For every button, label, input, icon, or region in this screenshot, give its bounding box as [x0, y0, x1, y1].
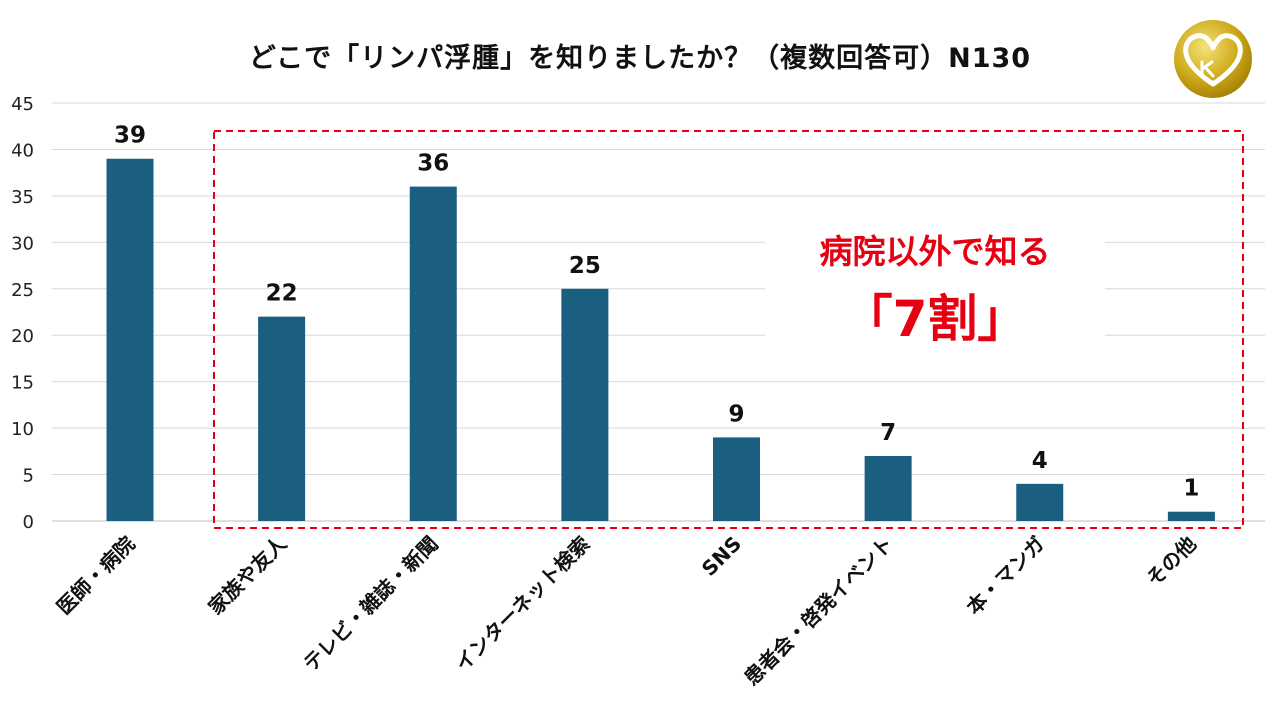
bar	[561, 288, 609, 521]
y-tick-label: 0	[23, 512, 34, 533]
x-tick-label: SNS	[697, 532, 746, 581]
y-tick-label: 10	[11, 419, 34, 440]
chart-title: どこで「リンパ浮腫」を知りましたか？（複数回答可）N130	[248, 43, 1032, 74]
y-tick-label: 20	[11, 326, 34, 347]
y-tick-label: 45	[11, 94, 34, 115]
bar	[258, 316, 306, 521]
y-tick-label: 25	[11, 280, 34, 301]
x-tick-label: テレビ・雑誌・新聞	[299, 532, 443, 676]
data-label: 22	[266, 281, 298, 307]
data-label: 7	[880, 420, 896, 446]
callout: 病院以外で知る 「7割」	[765, 215, 1105, 348]
data-labels: 39 22 36 25 9 7 4 1	[114, 123, 1199, 502]
x-tick-label: その他	[1142, 532, 1201, 591]
data-label: 1	[1183, 476, 1199, 502]
x-axis-labels: 医師・病院 家族や友人 テレビ・雑誌・新聞 インターネット検索 SNS患者会・啓発イベン…	[52, 531, 1201, 690]
bar	[409, 186, 457, 521]
bar	[1167, 511, 1215, 521]
y-tick-label: 40	[11, 140, 34, 161]
highlight-box	[213, 130, 1244, 529]
x-tick-label: 本・マンガ	[962, 532, 1050, 620]
x-tick-label: 患者会・啓発イベント	[739, 532, 897, 690]
callout-line2: 「7割」	[842, 290, 1028, 348]
x-tick-label: 家族や友人	[203, 531, 291, 619]
bar	[1016, 483, 1064, 521]
data-label: 9	[728, 401, 744, 427]
y-tick-label: 5	[23, 466, 34, 487]
x-tick-label: 医師・病院	[52, 532, 140, 620]
data-label: 36	[417, 151, 449, 177]
bars	[106, 158, 1215, 521]
x-tick-label: インターネット検索	[450, 532, 594, 676]
bar	[106, 158, 154, 521]
y-tick-label: 15	[11, 373, 34, 394]
y-tick-label: 35	[11, 187, 34, 208]
y-tick-label: 30	[11, 233, 34, 254]
data-label: 39	[114, 123, 146, 149]
data-label: 4	[1032, 448, 1048, 474]
bar	[713, 437, 760, 521]
data-label: 25	[569, 253, 601, 279]
y-axis-ticks: 0 5 10 15 20 25 30 35 40 45	[11, 94, 34, 533]
bar	[864, 455, 912, 521]
logo-icon	[1174, 20, 1252, 98]
callout-line1: 病院以外で知る	[819, 232, 1051, 271]
